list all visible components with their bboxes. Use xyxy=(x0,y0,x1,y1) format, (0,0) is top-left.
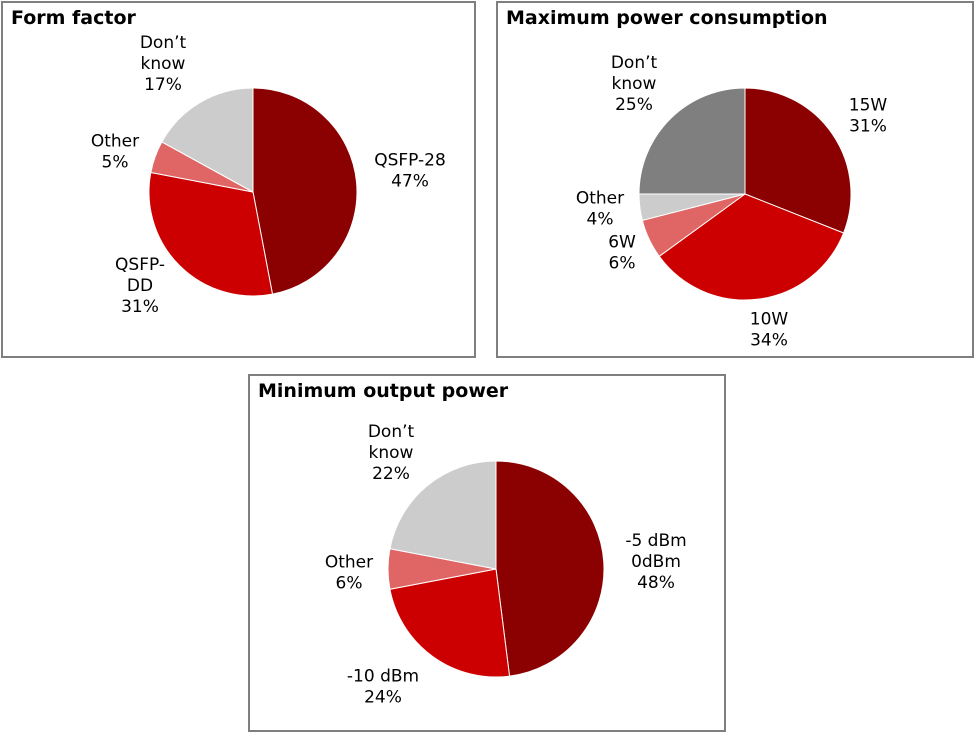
slice-label: Don’t know 25% xyxy=(611,53,658,115)
slice-label: -5 dBm 0dBm 48% xyxy=(625,531,686,593)
slice-label: 6W 6% xyxy=(608,233,636,274)
pie-slice xyxy=(638,87,746,195)
pie-panel-min-output: Minimum output power -5 dBm 0dBm 48% -10 dB… xyxy=(248,374,726,732)
chart-title: Minimum output power xyxy=(258,380,509,402)
slice-label: 15W 31% xyxy=(849,96,888,137)
slice-label: -10 dBm 24% xyxy=(347,667,419,708)
slice-label: Other 5% xyxy=(91,132,139,173)
pie-chart-form-factor: QSFP-28 47% QSFP-DD 31% Other 5%Don’t know 17% xyxy=(91,33,446,317)
chart-title: Form factor xyxy=(11,7,136,29)
pie-panel-max-power: Maximum power consumption 15W 31% 10W 34% 6W… xyxy=(496,1,974,358)
pie-slice xyxy=(389,568,511,678)
pie-slice xyxy=(252,87,358,295)
pie-slice xyxy=(148,171,274,297)
pie-chart-max-power: 15W 31% 10W 34% 6W 6% Other 4% Don’t know 25% xyxy=(576,53,888,351)
slice-label: Other 4% xyxy=(576,189,624,230)
slice-label: QSFP-28 47% xyxy=(374,151,446,192)
chart-title: Maximum power consumption xyxy=(506,7,828,29)
slice-label: 10W 34% xyxy=(750,310,789,351)
pie-slice xyxy=(495,460,605,677)
slice-label: Don’t know 22% xyxy=(368,422,415,484)
slice-label: QSFP-DD 31% xyxy=(115,255,165,317)
pie-slice xyxy=(389,460,497,570)
slice-label: Other 6% xyxy=(325,553,373,594)
pie-slice xyxy=(744,87,852,234)
pie-slice xyxy=(161,87,254,193)
pie-slice xyxy=(658,193,845,301)
pie-panel-form-factor: Form factor QSFP-28 47% QSFP-DD 31% Other 5% D… xyxy=(1,1,476,358)
pie-chart-min-output: -5 dBm 0dBm 48% -10 dBm 24% Other 6% Don’t know 2… xyxy=(325,422,687,708)
slice-label: Don’t know 17% xyxy=(140,33,187,95)
